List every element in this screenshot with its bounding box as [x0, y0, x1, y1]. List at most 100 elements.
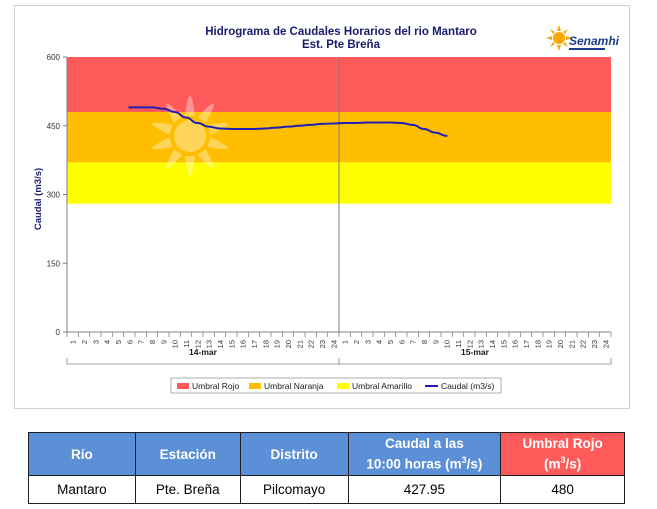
- header-caudal-sup: 3: [461, 455, 467, 466]
- sun-logo-icon: [546, 25, 572, 51]
- legend-swatch-rojo: [177, 383, 189, 389]
- header-umbral: Umbral Rojo (m3/s): [500, 432, 625, 476]
- y-tick-label: 450: [47, 122, 61, 131]
- watermark-ray: [151, 137, 173, 150]
- x-tick-label: 2: [352, 340, 361, 344]
- watermark-ray: [185, 156, 195, 176]
- watermark-sun-icon: [151, 96, 229, 176]
- y-axis-label: Caudal (m3/s): [33, 168, 44, 230]
- x-tick-label: 9: [159, 340, 168, 344]
- watermark-sun-core: [174, 120, 206, 152]
- series-layer: [128, 106, 448, 137]
- day-label: 14-mar: [189, 347, 218, 357]
- station-table: Río Estación Distrito Caudal a las 10:00…: [28, 432, 625, 504]
- x-tick-label: 3: [363, 340, 372, 344]
- x-tick-label: 18: [261, 340, 270, 348]
- x-tick-label: 7: [137, 340, 146, 344]
- x-tick-label: 9: [431, 340, 440, 344]
- x-tick-label: 23: [590, 340, 599, 348]
- table-row: Mantaro Pte. Breña Pilcomayo 427.95 480: [28, 475, 625, 504]
- watermark-ray: [185, 96, 195, 116]
- legend-label-caudal: Caudal (m3/s): [441, 381, 495, 391]
- x-tick-label: 23: [318, 340, 327, 348]
- x-tick-label: 24: [329, 340, 338, 348]
- x-tick-label: 20: [284, 340, 293, 348]
- x-tick-label: 6: [397, 340, 406, 344]
- y-tick-label: 300: [47, 191, 61, 200]
- y-tick-label: 0: [56, 328, 61, 337]
- header-umbral-line1: Umbral Rojo: [522, 436, 603, 452]
- x-tick-label: 15: [227, 340, 236, 348]
- chart-subtitle: Est. Pte Breña: [302, 39, 381, 51]
- header-umbral-sup: 3: [560, 455, 566, 466]
- legend-swatch-naranja: [249, 383, 261, 389]
- legend-label-naranja: Umbral Naranja: [264, 381, 324, 391]
- legend-label-rojo: Umbral Rojo: [192, 381, 240, 391]
- watermark-ray: [197, 103, 214, 123]
- watermark-ray: [197, 149, 214, 169]
- x-tick-label: 1: [69, 340, 78, 344]
- header-umbral-line2: (m: [543, 456, 561, 472]
- x-tick-label: 20: [556, 340, 565, 348]
- x-tick-label: 12: [465, 340, 474, 348]
- x-tick-label: 21: [295, 340, 304, 348]
- senamhi-logo: Senamhi: [546, 25, 620, 51]
- x-tick-label: 14: [488, 340, 497, 348]
- watermark-ray: [166, 149, 183, 169]
- legend-box: [170, 377, 502, 394]
- chart-title: Hidrograma de Caudales Horarios del rio …: [205, 26, 477, 38]
- x-tick-label: 8: [420, 340, 429, 344]
- header-caudal-line1: Caudal a las: [384, 436, 464, 452]
- x-tick-label: 8: [148, 340, 157, 344]
- watermark-ray: [207, 137, 229, 150]
- logo-text: Senamhi: [569, 34, 620, 48]
- chart-labels: Hidrograma de Caudales Horarios del rio …: [33, 26, 477, 230]
- x-tick-label: 14: [216, 340, 225, 348]
- x-tick-label: 3: [91, 340, 100, 344]
- day-label: 15-mar: [461, 347, 490, 357]
- x-tick-label: 13: [205, 340, 214, 348]
- cell-caudal: 427.95: [347, 475, 502, 504]
- x-tick-label: 16: [239, 340, 248, 348]
- x-tick-label: 11: [182, 340, 191, 348]
- legend: Umbral Rojo Umbral Naranja Umbral Amaril…: [170, 377, 502, 394]
- x-tick-label: 15: [499, 340, 508, 348]
- x-tick-label: 16: [511, 340, 520, 348]
- y-tick-label: 150: [47, 259, 61, 268]
- x-tick-label: 22: [307, 340, 316, 348]
- header-distrito: Distrito: [239, 432, 349, 476]
- series-line-caudal: [128, 106, 448, 137]
- header-caudal: Caudal a las 10:00 horas (m3/s): [347, 432, 502, 476]
- x-tick-label: 22: [579, 340, 588, 348]
- header-caudal-unit: /s): [466, 456, 483, 472]
- x-tick-label: 11: [454, 340, 463, 348]
- x-tick-label: 2: [80, 340, 89, 344]
- x-tick-label: 5: [386, 340, 395, 344]
- x-tick-label: 24: [601, 340, 610, 348]
- legend-label-amarillo: Umbral Amarillo: [352, 381, 412, 391]
- x-tick-label: 5: [114, 340, 123, 344]
- x-tick-label: 4: [103, 340, 112, 344]
- x-tick-label: 12: [193, 340, 202, 348]
- header-estacion: Estación: [134, 432, 241, 476]
- cell-estacion: Pte. Breña: [134, 475, 241, 504]
- x-tick-label: 17: [250, 340, 259, 348]
- watermark-ray: [166, 103, 183, 123]
- header-caudal-line2: 10:00 horas (m: [366, 456, 462, 472]
- x-tick-label: 1: [341, 340, 350, 344]
- x-tick-label: 4: [375, 340, 384, 344]
- chart-frame: 0 150 300 450 600 1 2 3 4 5 6 7 8 9 10 11 12 13 14 15 16 17 18…: [14, 5, 630, 409]
- x-tick-label: 19: [545, 340, 554, 348]
- x-tick-label: 21: [567, 340, 576, 348]
- x-tick-label: 18: [533, 340, 542, 348]
- cell-distrito: Pilcomayo: [239, 475, 349, 504]
- x-tick-label: 10: [443, 340, 452, 348]
- cell-rio: Mantaro: [28, 475, 136, 504]
- cell-umbral: 480: [500, 475, 625, 504]
- x-tick-label: 13: [477, 340, 486, 348]
- x-tick-label: 7: [409, 340, 418, 344]
- logo-underline: [569, 48, 605, 50]
- table-header-row: Río Estación Distrito Caudal a las 10:00…: [28, 432, 625, 476]
- x-tick-label: 19: [273, 340, 282, 348]
